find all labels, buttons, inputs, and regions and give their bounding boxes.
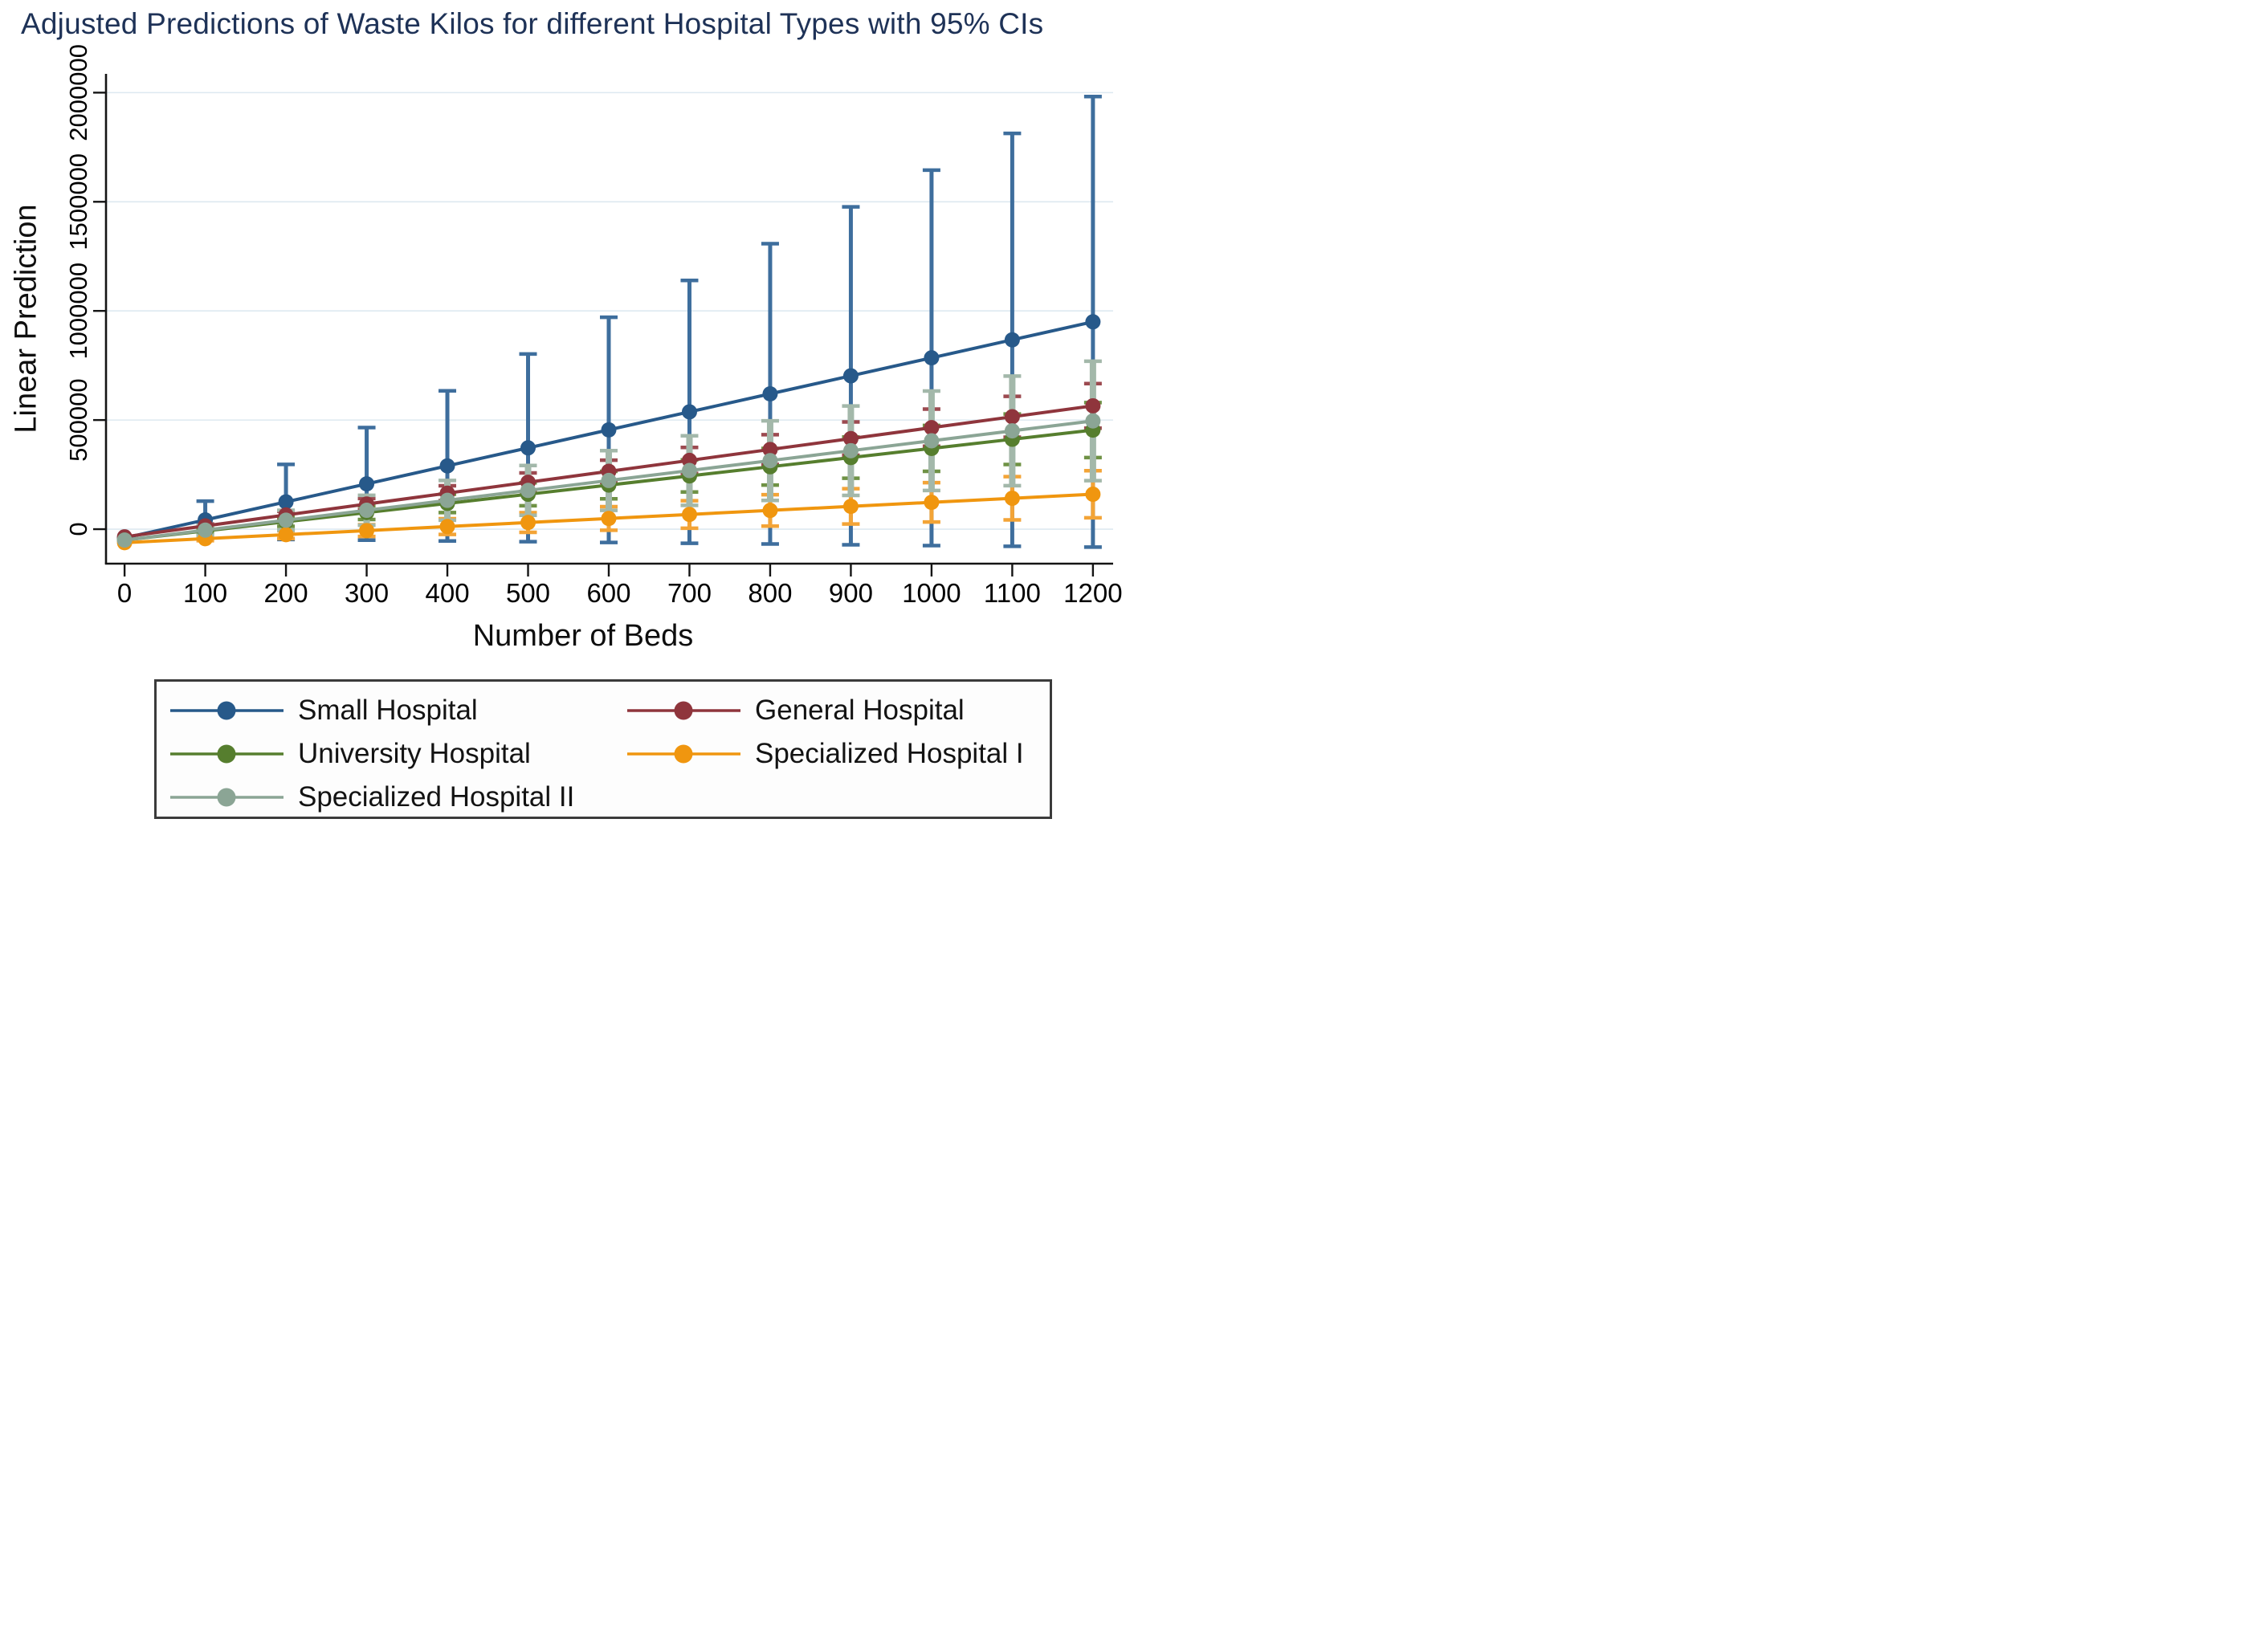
series-marker <box>1004 409 1020 425</box>
legend-label: Small Hospital <box>298 695 478 726</box>
x-tick-label: 1000 <box>902 578 961 608</box>
x-tick-label: 400 <box>426 578 470 608</box>
x-tick-label: 100 <box>183 578 227 608</box>
y-tick-label: 1000000 <box>64 263 92 360</box>
legend-entry: Specialized Hospital II <box>170 781 627 813</box>
series-marker <box>924 420 940 436</box>
legend-key-line-marker-icon <box>170 701 284 720</box>
series-marker <box>1085 413 1101 429</box>
legend-label: Specialized Hospital I <box>755 738 1024 769</box>
series-marker <box>681 507 697 523</box>
legend-entry: Small Hospital <box>170 695 627 727</box>
y-tick-label: 2000000 <box>64 44 92 141</box>
series-marker <box>762 442 778 458</box>
series-marker <box>924 433 940 449</box>
series-marker <box>520 515 536 531</box>
series-marker <box>842 442 859 458</box>
x-tick-label: 500 <box>506 578 550 608</box>
series-marker <box>842 430 859 446</box>
series-marker <box>439 519 455 535</box>
series-marker <box>359 503 375 519</box>
series-marker <box>601 472 617 488</box>
series-marker <box>601 422 617 438</box>
series-marker <box>762 503 778 519</box>
x-tick-label: 600 <box>586 578 630 608</box>
x-tick-label: 200 <box>264 578 308 608</box>
x-tick-label: 700 <box>667 578 712 608</box>
series-marker <box>278 494 294 510</box>
y-tick-label: 1500000 <box>64 153 92 251</box>
series-marker <box>1004 423 1020 439</box>
series-marker <box>1004 491 1020 507</box>
series-marker <box>762 453 778 469</box>
series-marker <box>842 499 859 515</box>
legend-label: University Hospital <box>298 738 531 769</box>
chart-title: Adjusted Predictions of Waste Kilos for … <box>21 7 1044 40</box>
series-marker <box>924 350 940 366</box>
legend-label: Specialized Hospital II <box>298 781 575 813</box>
series-marker <box>762 386 778 402</box>
legend-entry: University Hospital <box>170 738 627 770</box>
series-marker <box>681 404 697 420</box>
y-tick-label: 500000 <box>64 378 92 461</box>
series-marker <box>520 483 536 499</box>
legend-key-line-marker-icon <box>627 744 740 764</box>
series-marker <box>439 458 455 474</box>
legend-key-line-marker-icon <box>170 744 284 764</box>
legend-key-line-marker-icon <box>627 701 740 720</box>
series-marker <box>1085 314 1101 330</box>
series-marker <box>1085 487 1101 503</box>
x-tick-label: 800 <box>748 578 792 608</box>
series-marker <box>1085 397 1101 414</box>
series-marker <box>359 476 375 492</box>
series-marker <box>842 368 859 384</box>
legend-entry: Specialized Hospital I <box>627 738 1050 770</box>
legend-key-line-marker-icon <box>170 788 284 807</box>
x-tick-label: 300 <box>345 578 389 608</box>
series-marker <box>198 522 214 538</box>
series-marker <box>1004 332 1020 348</box>
x-tick-label: 900 <box>829 578 873 608</box>
plot-area: 0 500000 1000000 1500000 2000000 0 100 200 300 40… <box>64 44 1123 608</box>
x-tick-label: 0 <box>117 578 132 608</box>
y-tick-label: 0 <box>64 522 92 536</box>
series-marker <box>359 523 375 539</box>
series-marker <box>681 462 697 479</box>
x-axis-title: Number of Beds <box>472 619 694 653</box>
x-tick-label: 1100 <box>984 578 1041 608</box>
series-marker <box>439 492 455 508</box>
legend: Small Hospital General Hospital University… <box>154 679 1052 819</box>
legend-label: General Hospital <box>755 695 965 726</box>
chart-page: Adjusted Predictions of Waste Kilos for … <box>0 0 1134 823</box>
series-marker <box>520 440 536 456</box>
legend-entry: General Hospital <box>627 695 1050 727</box>
series-marker <box>278 527 294 543</box>
series-marker <box>116 532 133 548</box>
series-marker <box>601 511 617 527</box>
series-marker <box>924 495 940 511</box>
series-marker <box>278 512 294 528</box>
x-tick-label: 1200 <box>1063 578 1122 608</box>
